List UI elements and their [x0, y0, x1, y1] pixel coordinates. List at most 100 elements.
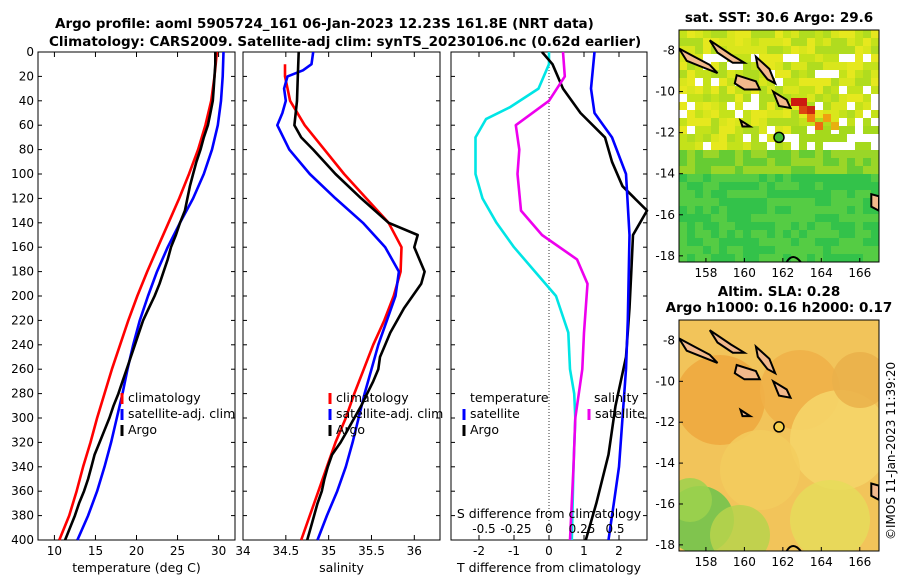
x-tick-label: 1 — [580, 544, 588, 558]
map-frame — [678, 29, 880, 263]
legend-label: satellite-adj. clim — [128, 406, 235, 421]
island-shape — [738, 407, 754, 418]
x-tick-label: 10 — [47, 544, 62, 558]
legend-label: satellite — [595, 406, 645, 421]
y-tick-label: 40 — [19, 94, 34, 108]
lat-tick-label: -18 — [655, 249, 675, 263]
temperature-profile-panel: 10 15 20 25 30020406080100120140160180200220… — [11, 45, 236, 575]
x-axis-label: salinity — [319, 560, 364, 575]
y-tick-label: 220 — [11, 313, 34, 327]
lat-tick-label: -12 — [655, 126, 675, 140]
lon-tick-label: 166 — [848, 555, 871, 569]
lat-tick-label: -8 — [663, 44, 675, 58]
x-tick-label: -2 — [473, 544, 485, 558]
y-tick-label: 360 — [11, 484, 34, 498]
lat-tick-label: -18 — [655, 538, 675, 552]
x-tick-label: 36 — [407, 544, 422, 558]
lon-tick-label: 160 — [733, 555, 756, 569]
x-tick-label: 2 — [615, 544, 623, 558]
x2-tick-label: 0.25 — [569, 522, 596, 536]
lon-tick-label: 158 — [694, 266, 717, 280]
lat-tick-label: -12 — [655, 415, 675, 429]
y-tick-label: 340 — [11, 460, 34, 474]
x2-tick-label: -0.5 — [472, 522, 495, 536]
map-frame — [678, 319, 880, 552]
series-t-satellite-adj — [589, 51, 631, 541]
island-shape — [870, 482, 879, 502]
map-subtitle: Argo h1000: 0.16 h2000: 0.17 — [666, 300, 893, 316]
figure-title-line2: Climatology: CARS2009. Satellite-adj cli… — [49, 34, 641, 50]
map-field — [679, 30, 879, 262]
x-tick-label: 35 — [321, 544, 336, 558]
panel-frame — [242, 51, 441, 541]
imos-credit: ©IMOS 11-Jan-2023 11:39:20 — [884, 362, 898, 540]
y-tick-label: 260 — [11, 362, 34, 376]
lon-tick-label: 164 — [810, 555, 833, 569]
legend-label: climatology — [128, 390, 201, 405]
y-tick-label: 160 — [11, 240, 34, 254]
y-tick-label: 200 — [11, 289, 34, 303]
map-title: Altim. SLA: 0.28 — [718, 284, 840, 300]
island-shape — [679, 47, 719, 75]
island-shape — [870, 192, 879, 212]
island-shape — [679, 337, 719, 364]
legend-title-temperature: temperature — [470, 390, 549, 405]
x2-axis-label: S difference from climatology — [457, 506, 642, 521]
x-tick-label: 20 — [129, 544, 144, 558]
island-shape — [771, 378, 793, 400]
x-tick-label: 30 — [211, 544, 226, 558]
lat-tick-label: -16 — [655, 497, 675, 511]
x-tick-label: -1 — [508, 544, 520, 558]
island-shape — [733, 73, 762, 91]
lon-tick-label: 162 — [771, 266, 794, 280]
series-argo — [293, 51, 426, 541]
x-axis-label: temperature (deg C) — [72, 560, 201, 575]
island-shape — [708, 329, 748, 354]
lat-tick-label: -14 — [655, 167, 675, 181]
series-satellite-adj-clim — [275, 51, 401, 541]
y-tick-label: 60 — [19, 118, 34, 132]
sst-map: sat. SST: 30.6 Argo: 29.6 158 160 162 164 166… — [655, 10, 880, 280]
y-tick-label: 120 — [11, 191, 34, 205]
y-tick-label: 400 — [11, 533, 34, 547]
y-tick-label: 320 — [11, 435, 34, 449]
y-tick-label: 80 — [19, 143, 34, 157]
argo-float-marker — [773, 421, 785, 433]
legend-label: climatology — [336, 390, 409, 405]
y-tick-label: 280 — [11, 387, 34, 401]
x-tick-label: 34 — [235, 544, 250, 558]
island-shape — [733, 363, 762, 381]
x2-tick-label: 0.5 — [605, 522, 624, 536]
coastline — [785, 256, 802, 262]
island-shape — [771, 89, 793, 110]
lon-tick-label: 164 — [810, 266, 833, 280]
island-shape — [708, 39, 748, 64]
lon-tick-label: 166 — [848, 266, 871, 280]
legend-label: Argo — [470, 422, 499, 437]
series-climatology — [58, 51, 219, 541]
island-shape — [754, 343, 778, 376]
island-shape — [754, 53, 778, 86]
legend-label: satellite-adj. clim — [336, 406, 443, 421]
lat-tick-label: -8 — [663, 333, 675, 347]
map-title: sat. SST: 30.6 Argo: 29.6 — [685, 10, 873, 26]
y-tick-label: 380 — [11, 509, 34, 523]
lat-tick-label: -16 — [655, 208, 675, 222]
legend-label: Argo — [336, 422, 365, 437]
series-argo — [63, 52, 217, 541]
y-tick-label: 100 — [11, 167, 34, 181]
x-tick-label: 15 — [88, 544, 103, 558]
lon-tick-label: 162 — [771, 555, 794, 569]
argo-float-marker — [773, 131, 785, 144]
series-satellite-adj-clim — [76, 51, 225, 541]
y-tick-label: 300 — [11, 411, 34, 425]
x2-tick-label: 0 — [545, 522, 553, 536]
x-axis-label: T difference from climatology — [456, 560, 642, 575]
series-t-argo — [541, 51, 649, 541]
x-tick-label: 0 — [545, 544, 553, 558]
x-tick-label: 34.5 — [272, 544, 299, 558]
lat-tick-label: -10 — [655, 85, 675, 99]
